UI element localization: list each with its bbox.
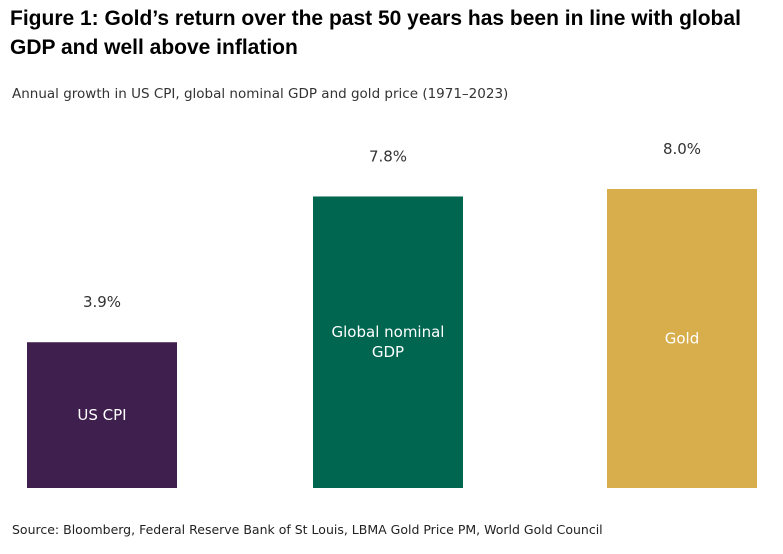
value-label: 7.8% [369, 147, 407, 165]
source-note: Source: Bloomberg, Federal Reserve Bank … [12, 522, 603, 537]
category-label: GDP [372, 343, 404, 361]
value-label: 8.0% [663, 140, 701, 158]
value-label: 3.9% [83, 293, 121, 311]
category-label: Global nominal [332, 323, 445, 341]
chart-title: Figure 1: Gold’s return over the past 50… [10, 7, 741, 59]
category-label: Gold [665, 330, 700, 348]
category-label: US CPI [77, 406, 126, 424]
bar-gold [607, 189, 757, 488]
bar-global-nominal-gdp [313, 196, 463, 488]
bar-us-cpi [27, 342, 177, 488]
chart-subtitle: Annual growth in US CPI, global nominal … [12, 86, 509, 102]
